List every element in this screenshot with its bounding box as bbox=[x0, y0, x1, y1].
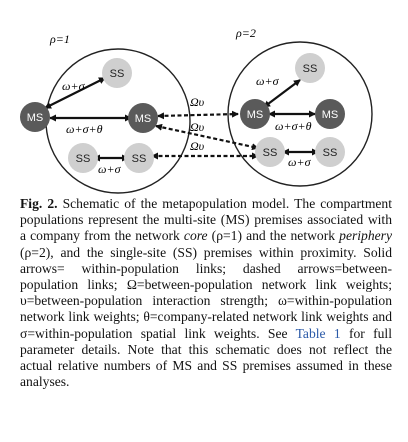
ms-node-label: MS bbox=[135, 113, 152, 125]
edge-label-omega-sigma-left: ω+σ bbox=[62, 79, 86, 93]
edge-label-omega-sigma-theta-left: ω+σ+θ bbox=[66, 122, 103, 136]
caption-text-4: for full parameter details. Note that th… bbox=[20, 325, 392, 390]
between-label-top: Ωυ bbox=[190, 95, 205, 109]
dashed-arrow-ms-ms-between bbox=[157, 110, 239, 120]
ms-node-right-a bbox=[240, 99, 270, 129]
table-1-link[interactable]: Table 1 bbox=[295, 325, 341, 341]
ss-node-left-top bbox=[102, 58, 132, 88]
metapopulation-schematic: ρ=1 ρ=2 SS MS MS SS SS SS MS bbox=[0, 0, 408, 195]
caption-periphery: periphery bbox=[339, 228, 392, 244]
ss-node-label: SS bbox=[303, 63, 318, 75]
arrow-ms-ss-right bbox=[263, 79, 301, 108]
ss-node-right-b bbox=[315, 137, 345, 167]
population-label-core: ρ=1 bbox=[49, 32, 70, 46]
arrow-ms-ss-left bbox=[44, 77, 106, 109]
ss-node-label: SS bbox=[76, 153, 91, 165]
dashed-arrow-ms-ss-between bbox=[155, 123, 259, 151]
ss-node-right-a bbox=[255, 137, 285, 167]
figure-caption: Fig. 2. Schematic of the metapopulation … bbox=[20, 196, 392, 390]
edge-label-omega-sigma-ss-right: ω+σ bbox=[288, 155, 312, 169]
edge-label-omega-sigma-right: ω+σ bbox=[256, 74, 280, 88]
ss-node-label: SS bbox=[132, 153, 147, 165]
ms-node-label: MS bbox=[27, 112, 44, 124]
population-label-periphery: ρ=2 bbox=[235, 26, 256, 40]
between-label-mid: Ωυ bbox=[190, 120, 205, 134]
ms-node-left-a bbox=[20, 102, 50, 132]
caption-text-1: Schematic of the metapopulation model. T… bbox=[20, 196, 392, 244]
ms-node-label: MS bbox=[322, 109, 339, 121]
figure-number: Fig. 2. bbox=[20, 196, 58, 211]
edge-label-omega-sigma-ss-left: ω+σ bbox=[98, 162, 122, 176]
ss-node-left-a bbox=[68, 143, 98, 173]
ss-node-label: SS bbox=[323, 147, 338, 159]
between-label-bottom: Ωυ bbox=[190, 139, 205, 153]
ms-node-label: MS bbox=[247, 109, 264, 121]
ss-node-left-b bbox=[124, 143, 154, 173]
caption-text-3: (ρ=2), and the single-site (SS) premises… bbox=[20, 244, 392, 341]
ss-node-right-top bbox=[295, 53, 325, 83]
ms-node-left-b bbox=[128, 103, 158, 133]
ms-node-right-b bbox=[315, 99, 345, 129]
caption-core: core bbox=[183, 228, 208, 244]
ss-node-label: SS bbox=[110, 68, 125, 80]
caption-text-2: (ρ=1) and the network bbox=[207, 228, 340, 244]
edge-label-omega-sigma-theta-right: ω+σ+θ bbox=[275, 119, 312, 133]
ss-node-label: SS bbox=[263, 147, 278, 159]
